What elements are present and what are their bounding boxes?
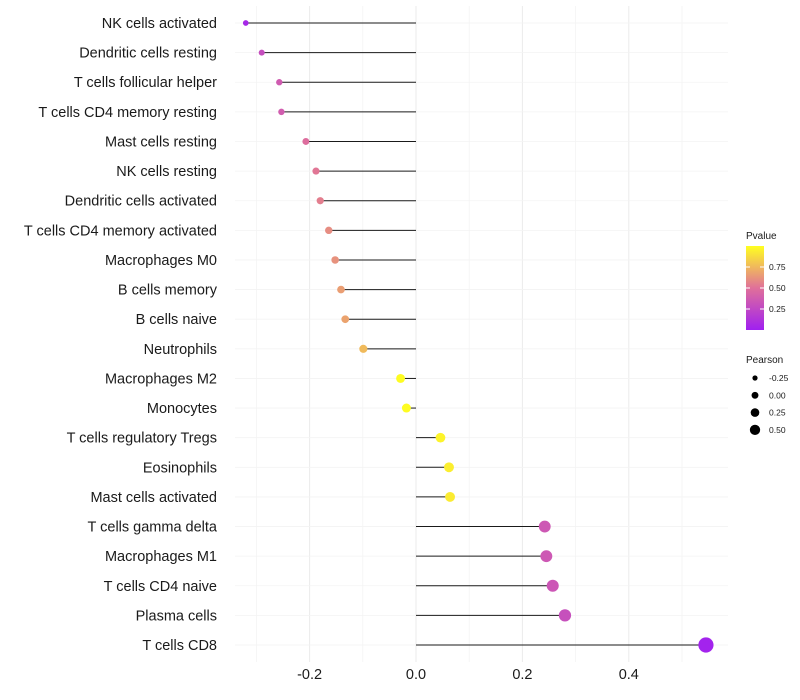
- colorbar-tick-label: 0.50: [769, 283, 786, 293]
- data-point: [325, 226, 333, 235]
- category-label: T cells CD4 memory resting: [38, 105, 217, 121]
- category-label: T cells follicular helper: [74, 75, 217, 91]
- category-label: Mast cells resting: [105, 134, 217, 150]
- data-point: [331, 256, 339, 264]
- colorbar-tick-label: 0.75: [769, 262, 786, 272]
- data-point: [698, 637, 714, 653]
- data-point: [278, 108, 285, 116]
- size-legend-dot: [751, 391, 759, 399]
- category-label: Macrophages M0: [105, 253, 217, 269]
- category-label: Neutrophils: [144, 342, 217, 358]
- pvalue-legend: Pvalue 0.25 0.50 0.75: [746, 231, 786, 330]
- points: [242, 20, 714, 653]
- category-label: Macrophages M2: [105, 371, 217, 387]
- data-point: [341, 315, 350, 324]
- size-legend-dot: [752, 375, 758, 381]
- colorbar-tick-label: 0.25: [769, 304, 786, 314]
- category-label: T cells CD4 memory activated: [24, 223, 217, 239]
- pvalue-colorbar: [746, 246, 764, 330]
- data-point: [258, 49, 265, 56]
- data-point: [540, 550, 553, 563]
- size-legend-dot: [750, 408, 760, 417]
- size-legend-label: 0.00: [769, 390, 786, 400]
- data-point: [445, 491, 455, 502]
- category-label: B cells naive: [136, 312, 217, 328]
- data-point: [435, 432, 446, 443]
- x-axis-ticks: -0.2 0.0 0.2 0.4: [297, 667, 639, 683]
- data-point: [302, 138, 310, 145]
- x-tick-label: 0.2: [512, 667, 532, 683]
- category-label: T cells CD8: [142, 638, 217, 654]
- category-label: Dendritic cells resting: [79, 46, 217, 62]
- category-label: NK cells activated: [102, 16, 217, 32]
- category-label: Monocytes: [147, 401, 217, 417]
- category-label: T cells CD4 naive: [104, 579, 217, 595]
- category-label: T cells regulatory Tregs: [67, 431, 217, 447]
- category-label: B cells memory: [118, 283, 218, 299]
- data-point: [538, 520, 551, 533]
- size-legend-dot: [749, 424, 761, 436]
- size-legend-label: 0.25: [769, 408, 786, 418]
- pearson-legend-title: Pearson: [746, 355, 783, 366]
- pvalue-legend-title: Pvalue: [746, 231, 777, 242]
- data-point: [558, 609, 572, 622]
- category-label: NK cells resting: [116, 164, 217, 180]
- x-tick-label: 0.0: [406, 667, 426, 683]
- data-point: [242, 20, 249, 26]
- data-point: [312, 167, 320, 175]
- data-point: [401, 403, 411, 413]
- data-point: [396, 373, 406, 383]
- pearson-legend: Pearson -0.25 0.00 0.25 0.50: [746, 355, 789, 436]
- category-label: Macrophages M1: [105, 549, 217, 565]
- category-label: Plasma cells: [136, 608, 217, 624]
- category-label: Eosinophils: [143, 460, 217, 476]
- size-legend-label: 0.50: [769, 425, 786, 435]
- category-label: Mast cells activated: [90, 490, 217, 506]
- data-point: [316, 197, 324, 205]
- x-tick-label: 0.4: [619, 667, 639, 683]
- data-point: [444, 462, 454, 473]
- data-point: [276, 79, 283, 86]
- data-point: [546, 579, 559, 592]
- data-point: [359, 344, 368, 353]
- stems: [245, 22, 706, 646]
- grid: [235, 6, 728, 662]
- data-point: [337, 285, 345, 294]
- category-labels: NK cells activated Dendritic cells restin…: [24, 16, 218, 654]
- category-label: T cells gamma delta: [88, 520, 218, 536]
- size-legend-label: -0.25: [769, 373, 789, 383]
- category-label: Dendritic cells activated: [65, 194, 217, 210]
- x-tick-label: -0.2: [297, 667, 322, 683]
